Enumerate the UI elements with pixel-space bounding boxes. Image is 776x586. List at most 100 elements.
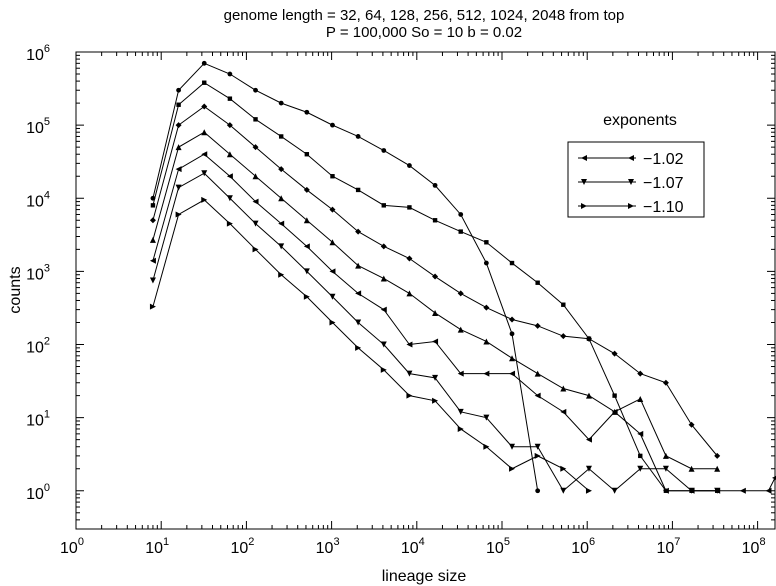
data-point — [432, 218, 438, 223]
data-point — [483, 304, 490, 311]
data-point — [483, 260, 489, 266]
data-point — [432, 309, 439, 316]
data-point — [253, 87, 258, 93]
y-tick-label: 103 — [26, 262, 50, 283]
data-point — [637, 395, 644, 402]
legend-entry: −1.10 — [578, 199, 684, 216]
series-line — [152, 199, 590, 492]
legend-box — [567, 141, 705, 218]
data-point — [662, 452, 669, 459]
data-point — [611, 487, 618, 494]
data-point — [637, 430, 644, 437]
x-tick-label: 108 — [742, 536, 766, 557]
x-tick-label: 100 — [60, 536, 84, 557]
data-point — [535, 488, 541, 494]
data-point — [483, 370, 490, 377]
data-point — [585, 436, 592, 443]
data-point — [330, 122, 335, 128]
data-point — [278, 100, 284, 106]
data-point — [201, 60, 207, 66]
y-tick-label: 102 — [26, 336, 50, 357]
data-point — [611, 408, 618, 415]
data-point — [149, 217, 156, 224]
data-point — [201, 170, 208, 177]
data-point — [278, 271, 285, 278]
data-point — [585, 487, 592, 494]
data-point — [380, 341, 387, 348]
legend-marker — [628, 155, 634, 161]
data-point — [278, 195, 285, 202]
data-point — [330, 174, 335, 179]
x-tick-label: 103 — [316, 536, 340, 557]
data-point — [535, 280, 540, 285]
data-point — [688, 487, 695, 494]
data-point — [483, 414, 490, 421]
y-axis-label: counts — [7, 266, 24, 313]
data-point — [714, 487, 721, 494]
data-point — [149, 277, 156, 284]
data-point — [149, 257, 156, 264]
data-point — [638, 453, 643, 459]
legend-marker — [581, 179, 587, 185]
data-point — [688, 421, 695, 428]
data-point — [355, 228, 362, 235]
data-point — [226, 220, 233, 227]
legend-marker — [628, 203, 634, 209]
data-point — [175, 166, 182, 173]
data-point — [149, 303, 156, 310]
data-point — [534, 322, 541, 329]
data-point — [509, 316, 516, 323]
data-point — [380, 243, 387, 250]
data-point — [560, 385, 567, 392]
data-point — [637, 465, 644, 472]
x-axis-label: lineage size — [382, 568, 467, 585]
data-point — [509, 260, 515, 266]
data-point — [329, 319, 336, 326]
data-point — [509, 370, 516, 377]
data-point — [406, 370, 413, 377]
data-point — [406, 392, 413, 399]
legend-label: −1.07 — [643, 175, 684, 192]
x-tick-label: 104 — [401, 536, 425, 557]
data-point — [662, 379, 669, 386]
data-point — [303, 293, 310, 300]
series-3 — [149, 103, 721, 459]
data-point — [560, 465, 567, 472]
data-point — [227, 71, 233, 77]
x-tick-label: 106 — [571, 536, 595, 557]
legend-entry: −1.02 — [578, 151, 684, 168]
data-point — [278, 134, 284, 139]
data-point — [252, 144, 259, 151]
y-tick-label: 105 — [26, 116, 50, 137]
data-point — [432, 374, 439, 381]
data-point — [226, 195, 233, 202]
data-point — [688, 465, 695, 472]
data-point — [201, 103, 208, 110]
legend: exponents −1.02 −1.07 −1.10 — [567, 112, 705, 218]
data-point — [534, 452, 541, 459]
data-point — [458, 212, 464, 217]
data-point — [458, 229, 463, 234]
data-point — [457, 290, 464, 297]
data-point — [662, 465, 669, 472]
data-point — [175, 211, 182, 218]
data-point — [509, 443, 516, 450]
data-point — [483, 443, 490, 450]
legend-marker — [581, 155, 587, 161]
data-point — [432, 182, 438, 188]
data-point — [380, 306, 387, 313]
data-point — [278, 243, 285, 250]
data-point — [509, 331, 515, 337]
data-point — [329, 293, 336, 300]
data-point — [585, 335, 592, 342]
y-tick-label: 106 — [26, 43, 50, 64]
data-point — [406, 255, 413, 262]
data-point — [560, 487, 567, 494]
axis-ticks — [75, 51, 775, 530]
x-tick-label: 105 — [486, 536, 510, 557]
data-point — [150, 203, 156, 208]
plot-frame — [75, 51, 776, 530]
data-point — [304, 152, 310, 157]
data-point — [407, 163, 412, 168]
data-point — [457, 425, 464, 432]
